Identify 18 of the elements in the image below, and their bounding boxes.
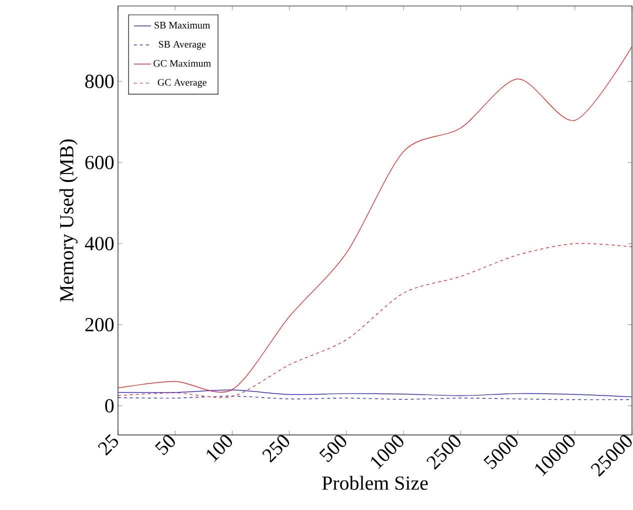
x-axis-title: Problem Size	[322, 476, 428, 490]
y-tick-label: 0	[105, 399, 114, 413]
x-tick-label: 500	[319, 435, 346, 462]
y-tick-label: 600	[85, 156, 114, 170]
y-axis-title: Memory Used (MB)	[59, 139, 78, 302]
legend-label: SB Maximum	[154, 22, 210, 29]
legend-label: SB Average	[158, 40, 206, 50]
y-tick-label: 400	[84, 236, 114, 250]
x-tick-label: 250	[262, 435, 290, 463]
legend-label: GC Average	[158, 79, 206, 88]
legend-label: GC Maximum	[154, 60, 211, 67]
line-series	[118, 390, 632, 398]
x-tick-label: 25	[98, 434, 118, 456]
y-tick-label: 800	[85, 74, 114, 88]
line-series	[118, 243, 632, 398]
x-tick-label: 100	[206, 435, 232, 462]
y-tick-label: 200	[85, 318, 114, 332]
x-tick-label: 50	[154, 435, 175, 456]
